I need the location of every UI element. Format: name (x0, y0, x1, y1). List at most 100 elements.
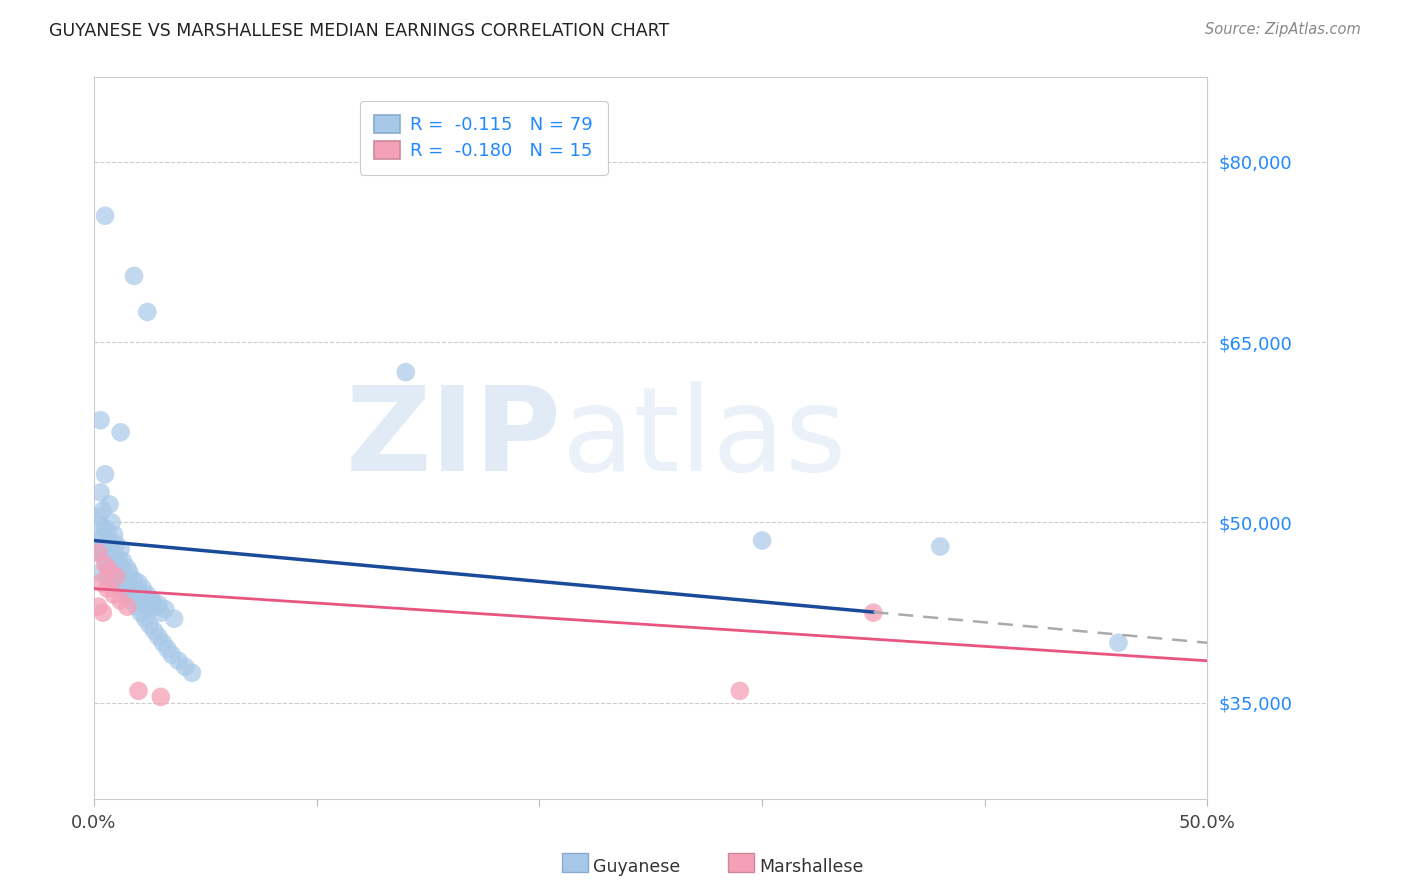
Point (118, 578, 141, 592)
Point (127, 575, 149, 590)
Point (125, 599, 148, 614)
Point (121, 582, 143, 596)
Point (100, 540, 122, 554)
Point (90, 485, 112, 500)
Point (110, 564, 132, 578)
Point (94, 467, 117, 482)
Point (87, 509, 110, 524)
Point (110, 561, 132, 575)
Point (127, 585, 149, 599)
Point (152, 636, 174, 650)
Point (141, 593, 163, 607)
Point (395, 365, 418, 379)
Point (134, 597, 156, 611)
Point (107, 573, 129, 587)
Point (143, 624, 166, 638)
Point (87, 599, 110, 614)
Text: Guyanese: Guyanese (593, 858, 681, 876)
Point (145, 599, 167, 614)
Point (174, 660, 197, 674)
Point (100, 569, 122, 583)
Point (728, 684, 751, 698)
Point (100, 516, 122, 530)
Text: Source: ZipAtlas.com: Source: ZipAtlas.com (1205, 22, 1361, 37)
Point (136, 305, 159, 319)
Point (98, 554, 121, 568)
Point (138, 602, 160, 616)
Point (103, 558, 125, 572)
Point (160, 648, 183, 662)
Point (114, 578, 136, 592)
Point (141, 593, 163, 607)
Point (149, 606, 172, 620)
Point (103, 588, 125, 602)
Point (163, 612, 186, 626)
Point (105, 575, 128, 590)
Point (87, 545, 110, 559)
Point (751, 533, 773, 548)
Point (96, 558, 118, 572)
Point (156, 641, 179, 656)
Point (105, 537, 128, 551)
Point (148, 597, 170, 611)
Point (181, 665, 204, 680)
Point (87, 545, 110, 559)
Point (105, 569, 128, 583)
Point (111, 554, 134, 568)
Point (96, 569, 118, 583)
Point (94, 558, 117, 572)
Point (118, 566, 141, 580)
Point (96, 545, 118, 559)
Point (134, 612, 156, 626)
Point (91, 541, 114, 556)
Point (167, 654, 190, 668)
Text: Marshallese: Marshallese (759, 858, 863, 876)
Point (121, 593, 143, 607)
Point (125, 585, 148, 599)
Point (87, 533, 110, 548)
Point (98, 564, 121, 578)
Point (129, 606, 152, 620)
Point (862, 606, 884, 620)
Point (96, 582, 118, 596)
Point (98, 498, 121, 512)
Point (110, 593, 132, 607)
Point (136, 588, 159, 602)
Point (90, 413, 112, 427)
Point (96, 525, 118, 540)
Point (107, 551, 129, 566)
Point (149, 690, 172, 704)
Point (94, 209, 117, 223)
Point (134, 590, 156, 604)
Point (138, 617, 160, 632)
Point (110, 541, 132, 556)
Point (91, 530, 114, 544)
Point (103, 527, 125, 541)
Text: GUYANESE VS MARSHALLESE MEDIAN EARNINGS CORRELATION CHART: GUYANESE VS MARSHALLESE MEDIAN EARNINGS … (49, 22, 669, 40)
Point (117, 588, 139, 602)
Point (127, 684, 149, 698)
Point (110, 425, 132, 440)
Point (91, 606, 114, 620)
Point (105, 558, 128, 572)
Text: atlas: atlas (561, 381, 846, 496)
Point (103, 549, 125, 563)
Point (90, 517, 112, 532)
Point (117, 561, 139, 575)
Point (153, 602, 176, 616)
Legend: R =  -0.115   N = 79, R =  -0.180   N = 15: R = -0.115 N = 79, R = -0.180 N = 15 (360, 101, 607, 175)
Point (90, 566, 112, 580)
Point (1107, 636, 1129, 650)
Point (929, 540, 952, 554)
Point (132, 582, 155, 596)
Text: ZIP: ZIP (346, 381, 561, 496)
Point (90, 575, 112, 590)
Point (98, 533, 121, 548)
Point (94, 551, 117, 566)
Point (111, 582, 134, 596)
Point (122, 268, 145, 283)
Point (122, 573, 145, 587)
Point (129, 590, 152, 604)
Point (117, 599, 139, 614)
Point (91, 503, 114, 517)
